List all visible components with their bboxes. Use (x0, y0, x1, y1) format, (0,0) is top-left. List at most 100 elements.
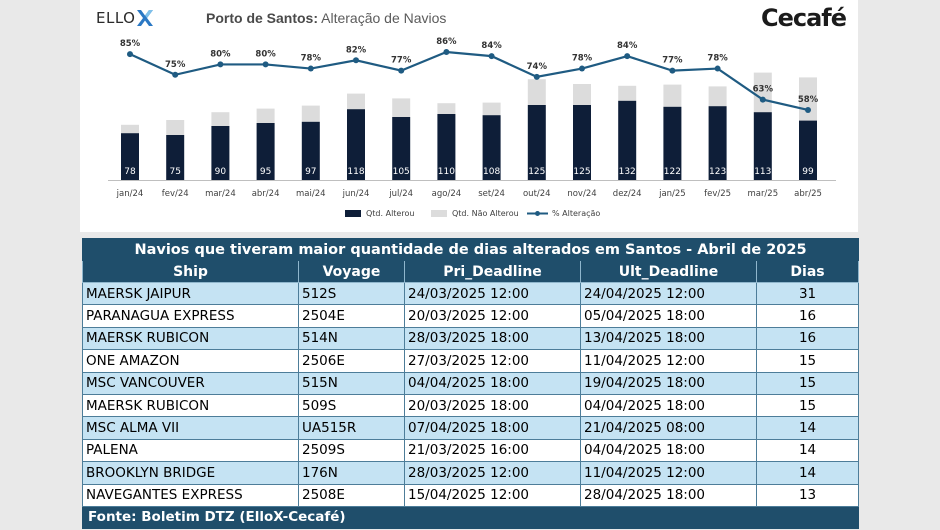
table-row: NAVEGANTES EXPRESS 2508E 15/04/2025 12:00 2… (82, 483, 860, 507)
chart-panel: ELLO Porto de Santos: Alteração de Navio… (80, 0, 858, 232)
pct-label: 85% (120, 39, 141, 49)
cell-ult-deadline: 11/04/2025 12:00 (580, 349, 757, 373)
bar-not-altered (708, 86, 727, 107)
pct-label: 74% (527, 62, 548, 72)
ellox-x-icon (137, 10, 154, 26)
cell-dias: 31 (755, 281, 860, 306)
pct-point (443, 49, 450, 55)
pct-point (488, 53, 495, 60)
bar-not-altered (347, 93, 365, 110)
cell-pri-deadline: 07/04/2025 18:00 (404, 416, 581, 440)
table-row: MSC ALMA VII UA515R 07/04/2025 18:00 21/04/… (82, 416, 860, 440)
cell-dias: 14 (755, 438, 860, 463)
chart-title-bold: Porto de Santos: (206, 10, 319, 26)
bar-not-altered (166, 120, 185, 135)
pct-line (129, 50, 809, 112)
bar-altered (256, 123, 275, 180)
table-header-row: Ship Voyage Pri_Deadline Ult_Deadline Di… (82, 260, 860, 283)
pct-point (217, 61, 224, 68)
cell-voyage: UA515R (298, 416, 405, 440)
bar-not-altered (663, 84, 682, 107)
cell-ult-deadline: 05/04/2025 18:00 (580, 304, 757, 328)
ships-table: Navios que tiveram maior quantidade de d… (81, 238, 860, 529)
cell-ship: PARANAGUA EXPRESS (82, 304, 299, 328)
bar-value-label: 75 (169, 167, 180, 177)
pct-label: 78% (707, 54, 728, 64)
x-tick-label: jul/24 (388, 189, 413, 199)
bar-altered (573, 105, 591, 180)
table-row: PALENA 2509S 21/03/2025 16:00 04/04/2025 18… (82, 438, 860, 463)
bar-value-label: 105 (393, 167, 410, 177)
bar-altered (211, 126, 230, 180)
table-row: MSC VANCOUVER 515N 04/04/2025 18:00 19/04/2… (82, 371, 860, 395)
x-tick-label: abr/24 (252, 189, 280, 199)
chart-title-rest: Alteração de Navios (318, 10, 447, 26)
cell-voyage: 515N (298, 371, 405, 395)
cell-pri-deadline: 27/03/2025 12:00 (404, 349, 581, 373)
x-tick-label: nov/24 (567, 189, 596, 199)
cell-ship: MSC VANCOUVER (82, 371, 299, 395)
x-tick-label: fev/25 (704, 189, 731, 199)
cell-dias: 14 (755, 416, 860, 440)
bar-value-label: 90 (215, 167, 227, 177)
pct-label: 80% (210, 49, 231, 59)
cell-ult-deadline: 24/04/2025 12:00 (580, 281, 757, 306)
bar-altered (121, 133, 139, 180)
cell-dias: 13 (755, 483, 860, 507)
cell-ship: MSC ALMA VII (82, 416, 299, 440)
cell-ult-deadline: 04/04/2025 18:00 (580, 393, 757, 418)
col-header-pri-deadline: Pri_Deadline (404, 260, 581, 283)
table-source-row: Fonte: Boletim DTZ (ElloX-Cecafé) (81, 505, 860, 529)
table-row: PARANAGUA EXPRESS 2504E 20/03/2025 12:00 05… (82, 304, 860, 328)
bar-value-label: 132 (619, 167, 636, 177)
table-row: MAERSK JAIPUR 512S 24/03/2025 12:00 24/04/2… (82, 281, 860, 306)
cell-pri-deadline: 28/03/2025 12:00 (404, 461, 581, 485)
cecafe-logo: Cecafé (760, 4, 847, 32)
pct-point (353, 57, 359, 64)
table-row: MAERSK RUBICON 514N 28/03/2025 18:00 13/04/… (82, 326, 860, 351)
chart-title: Porto de Santos: Alteração de Navios (206, 10, 446, 26)
legend-label-pct: % Alteração (552, 209, 600, 218)
bar-altered (753, 112, 772, 180)
cell-voyage: 2508E (298, 483, 405, 507)
bar-altered (301, 121, 320, 180)
pct-label: 78% (301, 54, 322, 64)
x-tick-label: fev/24 (162, 189, 189, 199)
x-tick-label: jan/24 (116, 189, 144, 199)
cell-dias: 15 (755, 393, 860, 418)
bar-value-label: 97 (305, 167, 316, 177)
pct-point (759, 96, 766, 103)
x-tick-label: abr/25 (794, 189, 822, 199)
cell-voyage: 2504E (298, 304, 405, 328)
legend-swatch-point (535, 211, 540, 216)
x-tick-label: jan/25 (658, 189, 686, 199)
pct-label: 77% (662, 56, 683, 66)
pct-label: 80% (255, 49, 276, 59)
ellox-logo: ELLO (96, 8, 155, 28)
bar-value-label: 123 (709, 167, 726, 177)
pct-label: 84% (481, 41, 502, 51)
bar-value-label: 113 (754, 167, 771, 177)
bar-altered (392, 117, 411, 180)
x-tick-label: mar/25 (747, 189, 778, 199)
cell-dias: 15 (755, 371, 860, 395)
cell-ult-deadline: 21/04/2025 08:00 (580, 416, 757, 440)
cell-ship: MAERSK JAIPUR (82, 281, 299, 306)
cell-voyage: 2506E (298, 349, 405, 373)
pct-label: 63% (753, 85, 774, 95)
bar-value-label: 110 (438, 167, 455, 177)
cell-ship: ONE AMAZON (82, 349, 299, 373)
x-tick-label: set/24 (478, 189, 505, 199)
col-header-voyage: Voyage (298, 260, 405, 283)
cell-ult-deadline: 04/04/2025 18:00 (580, 438, 757, 463)
col-header-ship: Ship (82, 260, 299, 283)
bar-not-altered (753, 72, 772, 113)
cell-ult-deadline: 28/04/2025 18:00 (580, 483, 757, 507)
cell-dias: 15 (755, 349, 860, 373)
cell-pri-deadline: 15/04/2025 12:00 (404, 483, 581, 507)
pct-label: 78% (572, 54, 593, 64)
table-title: Navios que tiveram maior quantidade de d… (81, 238, 860, 261)
cell-pri-deadline: 20/03/2025 18:00 (404, 393, 581, 418)
x-tick-label: ago/24 (432, 189, 461, 199)
cell-pri-deadline: 04/04/2025 18:00 (404, 371, 581, 395)
